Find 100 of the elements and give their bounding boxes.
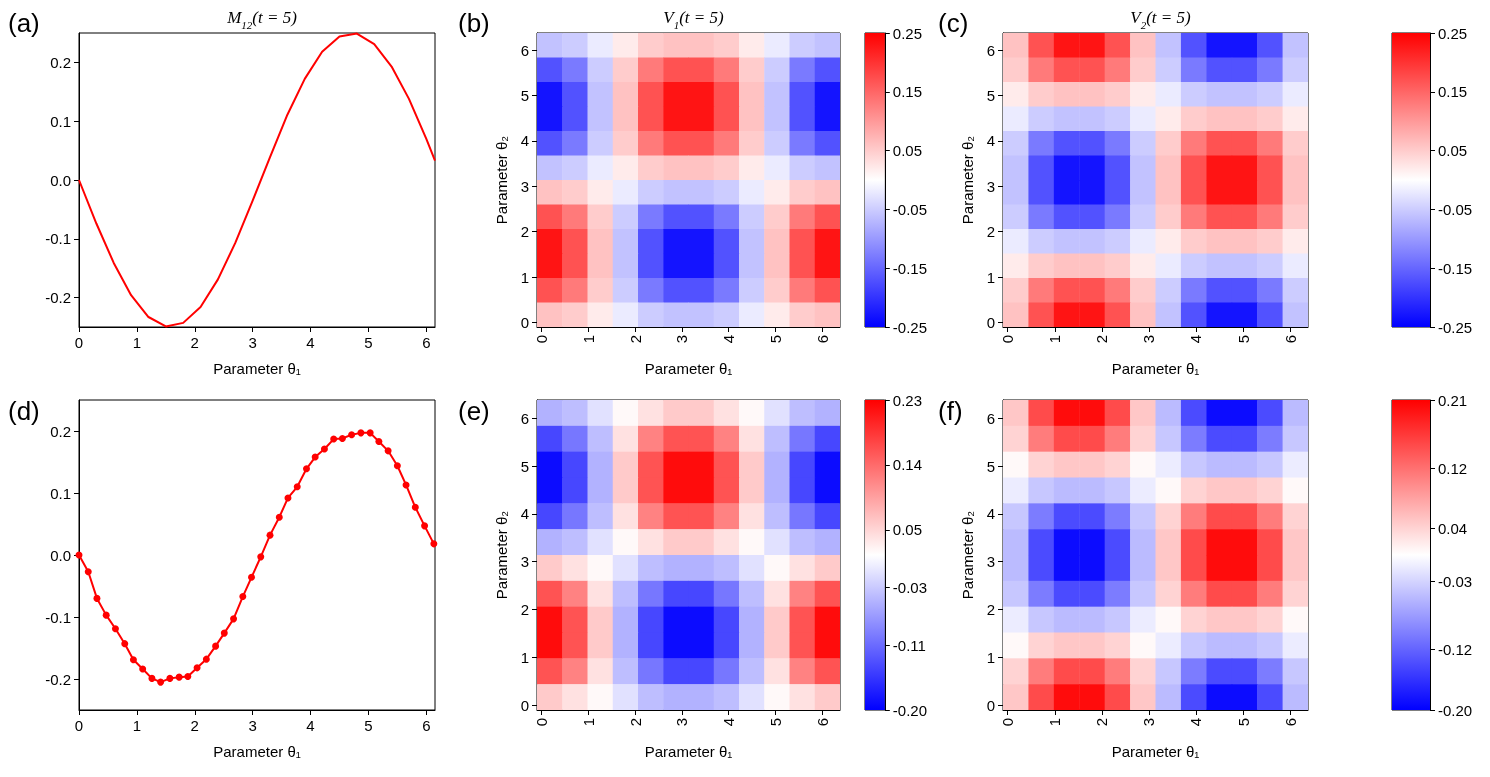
text: (b) xyxy=(458,8,490,38)
color-bar-label: -0.03 xyxy=(1438,572,1473,590)
x-tick-label: 2 xyxy=(1093,335,1111,344)
x-tick-label: 3 xyxy=(248,334,257,351)
x-tick-label: 5 xyxy=(1234,335,1252,344)
x-tick-label: 2 xyxy=(190,334,199,351)
point xyxy=(193,664,201,672)
x-tick-label: 1 xyxy=(1046,335,1064,344)
point xyxy=(320,445,328,453)
x-axis-title: Parameter θ₁ xyxy=(644,360,733,377)
color-bar-label: 0.12 xyxy=(1438,459,1468,477)
text: (c) xyxy=(938,8,969,38)
y-tick-label: 2 xyxy=(520,601,529,619)
y-tick-label: 0 xyxy=(520,313,529,331)
x-tick-label: 2 xyxy=(626,335,644,344)
x-tick-label: 1 xyxy=(132,334,142,351)
x-tick-label: 1 xyxy=(579,718,597,727)
x-tick-label: 0 xyxy=(74,717,84,734)
text: (e) xyxy=(458,396,490,426)
x-tick-label: 2 xyxy=(626,718,644,727)
color-bar-label: -0.11 xyxy=(892,636,926,654)
y-tick-label: 5 xyxy=(986,87,995,105)
color-bar-label: -0.25 xyxy=(892,318,928,336)
y-tick-label: 3 xyxy=(986,177,995,195)
x-tick-label: 3 xyxy=(673,718,691,727)
point xyxy=(384,447,392,455)
x-axis-title: Parameter θ₁ xyxy=(1111,360,1200,377)
y-tick-label: 5 xyxy=(520,457,529,475)
x-tick-label: 0 xyxy=(533,335,551,344)
y-tick-label: 6 xyxy=(520,41,529,59)
text: (f) xyxy=(938,396,963,426)
point xyxy=(275,513,283,521)
color-bar-label: -0.05 xyxy=(892,200,928,218)
y-axis-title: Parameter θ₂ xyxy=(493,135,510,225)
point xyxy=(84,568,92,576)
y-tick-label: -0.2 xyxy=(45,289,71,307)
point xyxy=(129,656,137,664)
y-tick-label: 1 xyxy=(520,268,529,286)
y-axis-title: Parameter θ₂ xyxy=(959,510,976,600)
y-axis-title: Parameter θ₂ xyxy=(493,510,510,600)
x-tick-label: 5 xyxy=(766,335,784,344)
y-tick-label: -0.1 xyxy=(45,608,71,626)
y-tick-label: 6 xyxy=(986,41,995,59)
point xyxy=(184,673,192,681)
point xyxy=(220,629,228,637)
color-bar-label: -0.15 xyxy=(1438,259,1473,277)
y-tick-label: 3 xyxy=(986,553,995,571)
x-tick-label: 4 xyxy=(720,718,738,727)
point xyxy=(366,429,374,437)
color-bar-label: -0.15 xyxy=(892,259,928,277)
x-tick-label: 6 xyxy=(1281,718,1299,727)
y-tick-label: 2 xyxy=(986,223,995,241)
y-tick-label: 1 xyxy=(986,268,995,286)
x-tick-label: 3 xyxy=(248,717,257,734)
y-tick-label: 0.0 xyxy=(50,546,71,564)
x-tick-label: 1 xyxy=(1046,718,1064,727)
point xyxy=(430,540,438,548)
color-bar-label: -0.12 xyxy=(1438,641,1473,659)
point xyxy=(303,465,310,473)
y-tick-label: 0.1 xyxy=(50,112,71,130)
color-bar-label: -0.05 xyxy=(1438,200,1473,218)
point xyxy=(348,431,356,439)
point xyxy=(230,615,238,623)
color-bar-label: 0.05 xyxy=(892,521,923,539)
x-tick-label: 5 xyxy=(364,334,373,351)
point xyxy=(330,435,338,443)
y-tick-label: 4 xyxy=(520,132,529,150)
x-tick-label: 4 xyxy=(306,334,315,351)
x-tick-label: 1 xyxy=(132,717,142,734)
y-tick-label: 0.2 xyxy=(50,422,71,440)
y-tick-label: 5 xyxy=(520,87,529,105)
y-tick-label: 0 xyxy=(986,313,995,331)
point xyxy=(93,594,101,602)
color-bar-label: 0.14 xyxy=(892,456,923,474)
color-bar-label: -0.20 xyxy=(892,701,928,719)
text: (d) xyxy=(8,396,40,426)
color-bar-label: 0.23 xyxy=(892,391,923,409)
x-tick-label: 5 xyxy=(1234,718,1252,727)
point xyxy=(248,573,255,581)
y-axis-title: Parameter θ₂ xyxy=(959,135,976,225)
point xyxy=(338,434,346,442)
x-tick-label: 0 xyxy=(74,334,84,351)
x-tick-label: 0 xyxy=(999,335,1017,344)
x-tick-label: 6 xyxy=(813,718,831,727)
y-tick-label: 5 xyxy=(986,457,995,475)
x-tick-label: 6 xyxy=(422,717,431,734)
y-tick-label: 2 xyxy=(520,223,529,241)
point xyxy=(102,611,110,619)
y-tick-label: 4 xyxy=(986,505,995,523)
x-tick-label: 6 xyxy=(813,335,831,344)
x-tick-label: 4 xyxy=(1187,335,1205,344)
y-tick-label: 4 xyxy=(520,505,529,523)
x-tick-label: 3 xyxy=(1140,335,1158,344)
point xyxy=(139,665,147,673)
point xyxy=(121,640,129,648)
y-tick-label: 6 xyxy=(520,409,529,427)
y-tick-label: 0.2 xyxy=(50,53,71,71)
point xyxy=(357,429,365,437)
point xyxy=(148,674,156,682)
y-tick-label: 3 xyxy=(520,177,529,195)
